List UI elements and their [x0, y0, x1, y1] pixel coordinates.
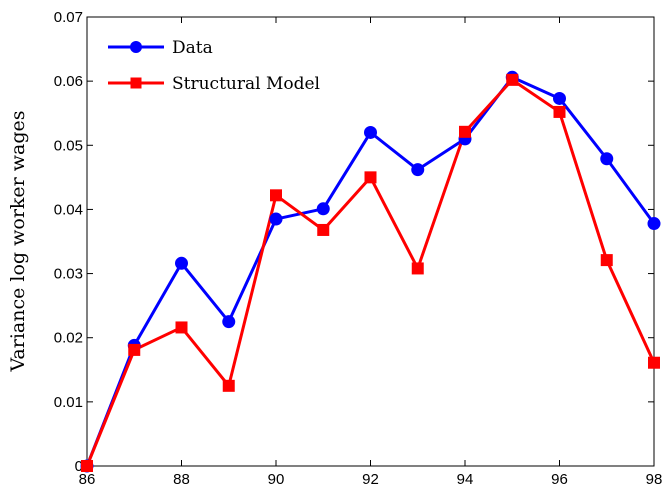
- legend-marker-data: [130, 41, 142, 53]
- x-tick-label: 98: [646, 471, 663, 488]
- y-tick-label: 0.06: [54, 73, 83, 90]
- x-tick-label: 96: [551, 471, 568, 488]
- x-tick-label: 88: [173, 471, 190, 488]
- data-point-structural-model: [270, 189, 282, 202]
- data-point-structural-model: [175, 321, 188, 334]
- x-tick-label: 94: [457, 471, 474, 488]
- data-point-data: [222, 315, 236, 329]
- data-point-data: [175, 256, 188, 270]
- data-point-structural-model: [600, 254, 613, 267]
- data-point-structural-model: [222, 379, 235, 392]
- data-point-structural-model: [411, 262, 424, 275]
- x-tick-label: 86: [79, 471, 96, 488]
- data-point-structural-model: [648, 356, 660, 369]
- x-tick-label: 92: [362, 471, 379, 488]
- data-point-structural-model: [81, 460, 93, 472]
- plot-area: [86, 16, 655, 467]
- data-point-data: [647, 217, 661, 231]
- data-point-data: [316, 202, 330, 216]
- y-tick-label: 0.05: [54, 137, 83, 154]
- legend-label-data: Data: [172, 38, 213, 58]
- data-point-structural-model: [317, 223, 330, 236]
- y-tick-label: 0.07: [54, 9, 83, 26]
- series-markers: [80, 70, 661, 473]
- y-tick-label: 0.04: [54, 201, 83, 218]
- y-tick-label: 0.01: [54, 394, 83, 411]
- y-axis-title: Variance log worker wages: [7, 110, 29, 372]
- data-point-data: [553, 91, 566, 105]
- data-point-structural-model: [364, 171, 377, 184]
- y-tick-label: 0.03: [54, 266, 83, 283]
- legend-label-structural-model: Structural Model: [172, 74, 320, 94]
- data-point-structural-model: [506, 73, 519, 86]
- axis-ticks: 0 0.01 0.02 0.03 0.04 0.05 0.06 0.07 86 88 90 92 94 9…: [54, 9, 663, 488]
- data-point-data: [269, 212, 283, 226]
- y-tick-label: 0: [75, 458, 83, 475]
- data-point-structural-model: [459, 125, 471, 138]
- data-point-structural-model: [128, 343, 141, 356]
- x-tick-label: 90: [268, 471, 285, 488]
- data-point-structural-model: [553, 105, 566, 118]
- data-point-data: [411, 163, 425, 177]
- legend-marker-structural-model: [130, 77, 142, 89]
- y-tick-label: 0.02: [54, 330, 83, 347]
- legend: Data Structural Model: [108, 38, 320, 94]
- data-point-data: [364, 125, 377, 139]
- data-point-data: [600, 152, 614, 166]
